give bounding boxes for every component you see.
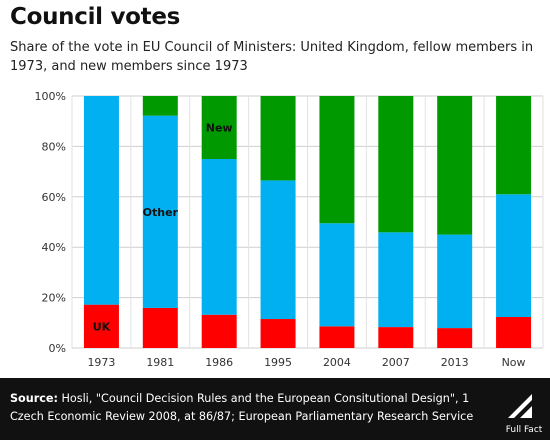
bar-segment-new-1981 bbox=[142, 96, 178, 116]
y-tick-label: 20% bbox=[42, 292, 66, 305]
bar-segment-uk-2007 bbox=[378, 327, 414, 348]
source-note: Source: Hosli, "Council Decision Rules a… bbox=[10, 390, 490, 426]
logo-text: Full Fact bbox=[506, 425, 543, 435]
bar-segment-new-2013 bbox=[437, 96, 473, 235]
bar-segment-new-2007 bbox=[378, 96, 414, 233]
y-tick-label: 0% bbox=[49, 342, 66, 355]
bar-segment-uk-2013 bbox=[437, 328, 473, 348]
bar-segment-other-2007 bbox=[378, 232, 414, 328]
bar-segment-new-now bbox=[496, 96, 532, 195]
bar-segment-new-1986 bbox=[201, 96, 237, 159]
series-label-uk: UK bbox=[93, 320, 111, 333]
x-tick-label: 1981 bbox=[146, 356, 174, 369]
x-tick-label: 1973 bbox=[87, 356, 115, 369]
x-tick-label: Now bbox=[502, 356, 526, 369]
bar-segment-uk-now bbox=[496, 317, 532, 348]
chart-subtitle: Share of the vote in EU Council of Minis… bbox=[10, 40, 534, 74]
series-label-other: Other bbox=[143, 206, 179, 219]
series-labels: UK Other New bbox=[93, 122, 233, 334]
y-tick-label: 40% bbox=[42, 241, 66, 254]
bar-segment-other-1986 bbox=[201, 159, 237, 315]
bar-segment-uk-2004 bbox=[319, 326, 355, 348]
footer: Source: Hosli, "Council Decision Rules a… bbox=[0, 378, 550, 440]
x-tick-label: 1995 bbox=[264, 356, 292, 369]
bar-segment-other-1995 bbox=[260, 180, 296, 320]
x-axis-labels: 1973 1981 1986 1995 2004 2007 2013 Now bbox=[87, 356, 525, 369]
bar-segment-uk-1986 bbox=[201, 314, 237, 348]
series-label-new: New bbox=[206, 122, 233, 135]
chart-title: Council votes bbox=[10, 4, 181, 30]
bar-segment-uk-1981 bbox=[142, 307, 178, 348]
bar-segment-other-now bbox=[496, 194, 532, 318]
bar-segment-other-2013 bbox=[437, 234, 473, 329]
y-tick-label: 60% bbox=[42, 191, 66, 204]
x-tick-label: 2004 bbox=[323, 356, 351, 369]
x-tick-label: 1986 bbox=[205, 356, 233, 369]
y-tick-label: 80% bbox=[42, 140, 66, 153]
bar-segment-new-1995 bbox=[260, 96, 296, 181]
source-label: Source: bbox=[10, 392, 58, 405]
source-text: Hosli, "Council Decision Rules and the E… bbox=[10, 392, 474, 423]
full-fact-logo-icon: Full Fact bbox=[506, 394, 543, 435]
bar-segment-uk-1995 bbox=[260, 319, 296, 348]
bars bbox=[83, 96, 532, 348]
bar-segment-other-1981 bbox=[142, 115, 178, 308]
y-tick-label: 100% bbox=[35, 90, 66, 103]
y-axis-labels: 0% 20% 40% 60% 80% 100% bbox=[35, 90, 66, 355]
bar-segment-other-2004 bbox=[319, 223, 355, 327]
x-tick-label: 2007 bbox=[382, 356, 410, 369]
bar-segment-other-1973 bbox=[83, 96, 119, 305]
bar-segment-new-2004 bbox=[319, 96, 355, 224]
bar-segment-uk-1973 bbox=[83, 304, 119, 348]
gridlines bbox=[71, 95, 544, 349]
x-tick-label: 2013 bbox=[441, 356, 469, 369]
stacked-bar-chart: 0% 20% 40% 60% 80% 100% 1973 1981 1986 1995 2004 2… bbox=[35, 90, 544, 369]
